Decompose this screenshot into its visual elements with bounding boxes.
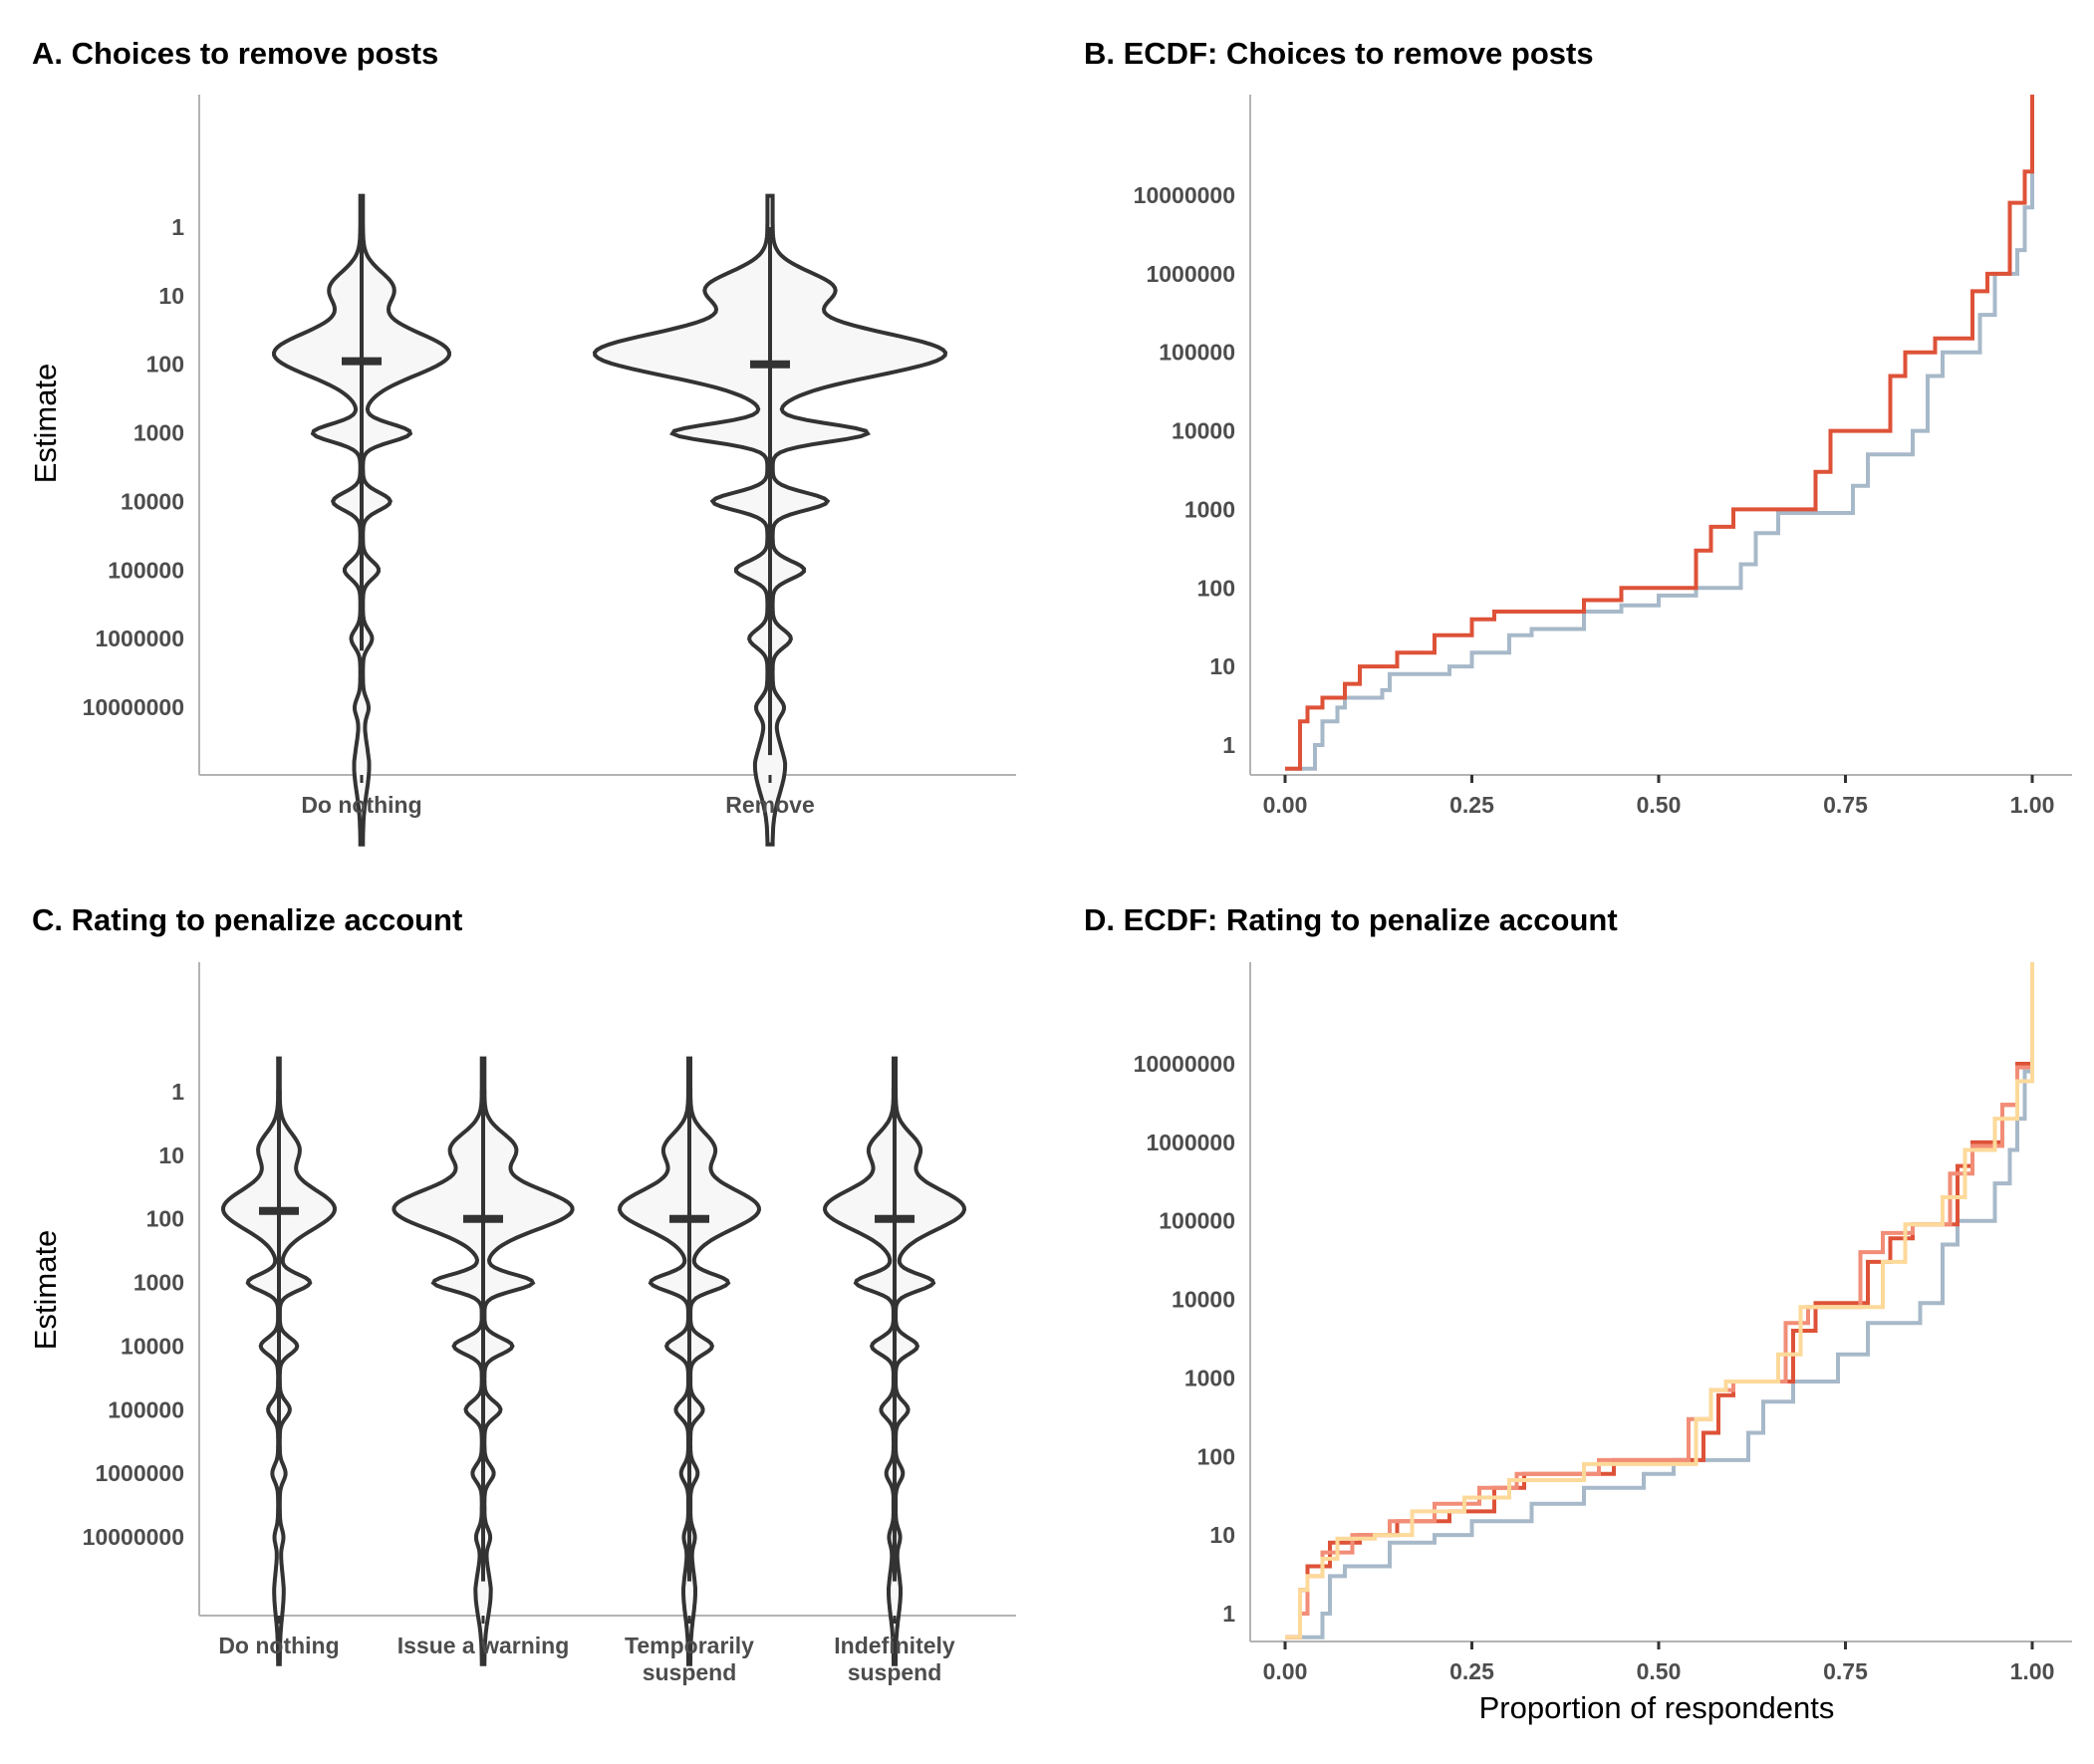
panel-c-y-tick-label: 100	[146, 1206, 184, 1232]
ecdf-line-do_nothing	[1285, 95, 2034, 771]
ecdf-line-issue_warning	[1285, 962, 2034, 1639]
panel-d-y-tick-label: 1000	[1184, 1365, 1235, 1390]
panel-d-y-tick-label: 100	[1197, 1443, 1235, 1469]
panel-b-y-tick-label: 10000000	[1134, 182, 1235, 208]
panel-b-y-tick-label: 1	[1222, 732, 1235, 758]
panel-a-y-tick-label: 10	[158, 283, 184, 309]
ecdf-line-remove	[1285, 95, 2034, 771]
panel-a-title: A. Choices to remove posts	[32, 36, 438, 71]
panel-b-y-tick-label: 10	[1209, 653, 1235, 679]
panel-a-y-tick-label: 10000000	[83, 694, 184, 720]
panel-a-x-tick-label: Remove	[725, 792, 814, 818]
panel-a-x-tick-label: Do nothing	[301, 792, 421, 818]
panel-c-y-tick-label: 10000000	[83, 1524, 184, 1550]
panel-c-x-tick-label: Do nothing	[218, 1633, 339, 1658]
panel-d-x-tick-label: 0.50	[1637, 1658, 1682, 1684]
panel-d-y-tick-label: 10	[1209, 1522, 1235, 1548]
panel-c-violins	[220, 1056, 967, 1666]
panel-b-y-tick-label: 100000	[1159, 340, 1235, 366]
panel-b-x-tick-label: 0.50	[1637, 792, 1682, 818]
panel-d-x-ticks: 0.00 0.25 0.50 0.75 1.00	[1263, 1641, 2055, 1684]
panel-d-title: D. ECDF: Rating to penalize account	[1084, 902, 1618, 937]
panel-b: B. ECDF: Choices to remove posts 1101001…	[1084, 36, 2072, 818]
panel-c: C. Rating to penalize account Estimate 1…	[28, 902, 1016, 1685]
panel-d-y-tick-label: 100000	[1159, 1208, 1235, 1234]
panel-c-x-tick-label: Temporarily	[625, 1633, 754, 1658]
panel-c-y-tick-label: 100000	[108, 1396, 184, 1422]
panel-a-y-tick-label: 1000	[133, 420, 184, 446]
panel-c-y-axis-label: Estimate	[28, 1230, 63, 1351]
panel-d-x-tick-label: 0.25	[1449, 1658, 1494, 1684]
panel-c-x-ticks: Do nothing Issue a warning Temporarilysusp…	[218, 1616, 955, 1685]
panel-a-x-ticks: Do nothing Remove	[301, 775, 815, 818]
panel-c-y-tick-label: 1000000	[95, 1460, 184, 1486]
panel-a: A. Choices to remove posts Estimate 1101…	[28, 36, 1016, 847]
panel-b-title: B. ECDF: Choices to remove posts	[1084, 36, 1594, 71]
panel-c-x-tick-label: suspend	[848, 1659, 942, 1685]
panel-b-y-tick-label: 100	[1197, 575, 1235, 601]
panel-a-y-tick-label: 1000000	[95, 626, 184, 651]
panel-c-y-tick-label: 10	[158, 1142, 184, 1168]
panel-b-y-tick-label: 10000	[1172, 418, 1235, 444]
panel-c-x-tick-label: Issue a warning	[397, 1633, 570, 1658]
panel-d-x-tick-label: 1.00	[2010, 1658, 2055, 1684]
panel-c-x-tick-label: Indefinitely	[834, 1633, 955, 1658]
panel-b-x-ticks: 0.00 0.25 0.50 0.75 1.00	[1263, 775, 2055, 818]
panel-d-y-tick-label: 1	[1222, 1601, 1235, 1627]
panel-d-y-ticks: 1 10 100 1000 10000 100000 1000000 10000000	[1134, 1051, 1236, 1627]
panel-c-y-tick-label: 1	[171, 1079, 184, 1105]
panel-a-y-tick-label: 10000	[121, 488, 184, 514]
panel-b-x-tick-label: 1.00	[2010, 792, 2055, 818]
panel-a-y-ticks: 1 10 100 1000 10000 100000 1000000 10000000	[83, 214, 185, 720]
panel-b-x-tick-label: 0.25	[1449, 792, 1494, 818]
panel-d-x-tick-label: 0.00	[1263, 1658, 1308, 1684]
panel-a-y-axis-label: Estimate	[28, 364, 63, 484]
panel-d-y-tick-label: 10000	[1172, 1287, 1235, 1313]
panel-a-y-tick-label: 1	[171, 214, 184, 240]
panel-b-y-tick-label: 1000000	[1146, 261, 1235, 287]
panel-d-ecdf-lines	[1285, 962, 2034, 1639]
panel-c-y-tick-label: 10000	[121, 1333, 184, 1359]
panel-b-y-ticks: 1 10 100 1000 10000 100000 1000000 10000000	[1134, 182, 1236, 758]
panel-d-x-tick-label: 0.75	[1823, 1658, 1868, 1684]
panel-c-y-ticks: 1 10 100 1000 10000 100000 1000000 10000000	[83, 1079, 185, 1550]
panel-d-x-axis-label: Proportion of respondents	[1479, 1690, 1835, 1725]
panel-c-x-tick-label: suspend	[643, 1659, 737, 1685]
panel-a-y-tick-label: 100	[146, 352, 184, 378]
panel-b-x-tick-label: 0.00	[1263, 792, 1308, 818]
panel-d-y-tick-label: 1000000	[1146, 1130, 1235, 1155]
panel-b-ecdf-lines	[1285, 95, 2034, 771]
ecdf-line-do_nothing	[1285, 962, 2034, 1639]
panel-b-x-tick-label: 0.75	[1823, 792, 1868, 818]
panel-c-title: C. Rating to penalize account	[32, 902, 462, 937]
panel-c-y-tick-label: 1000	[133, 1270, 184, 1296]
panel-a-y-tick-label: 100000	[108, 557, 184, 583]
panel-b-y-tick-label: 1000	[1184, 496, 1235, 522]
panel-a-violins	[271, 193, 948, 847]
panel-d-y-tick-label: 10000000	[1134, 1051, 1235, 1077]
panel-d: D. ECDF: Rating to penalize account 1101…	[1084, 902, 2072, 1725]
